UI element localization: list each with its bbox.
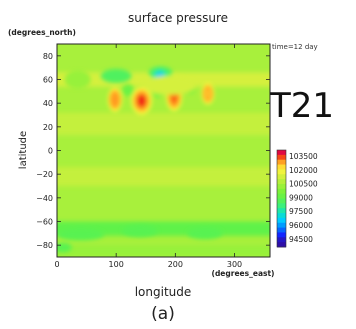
chart-title: surface pressure: [128, 11, 228, 25]
pressure-high-core: [205, 88, 211, 99]
colorbar-cell: [277, 227, 286, 233]
colorbar-cell: [277, 213, 286, 219]
y-axis-label: latitude: [18, 131, 29, 169]
pressure-band: [57, 112, 270, 136]
colorbar-cell: [277, 174, 286, 180]
pressure-feature: [64, 70, 91, 89]
pressure-band: [57, 245, 270, 257]
pressure-feature: [122, 225, 158, 237]
colorbar-cell: [277, 150, 286, 156]
y-unit-label: (degrees_north): [8, 28, 76, 37]
colorbar-cell: [277, 217, 286, 224]
pressure-feature: [142, 75, 197, 95]
pressure-feature: [100, 68, 132, 84]
colorbar-cell: [277, 242, 286, 248]
y-tick-label: −80: [36, 241, 53, 250]
colorbar-cell: [277, 183, 286, 190]
y-axis: 80 60 40 20 0 −20 −40 −60 −80: [36, 52, 270, 250]
colorbar-label: 100500: [289, 180, 318, 189]
colorbar-cell: [277, 208, 286, 214]
y-tick-label: 60: [43, 76, 53, 85]
heatmap-field: [57, 44, 270, 257]
pressure-band: [57, 167, 270, 186]
colorbar-cell: [277, 198, 286, 204]
pressure-high-core: [136, 94, 147, 108]
colorbar-label: 102000: [289, 166, 318, 175]
x-tick-label: 200: [168, 260, 183, 269]
model-label: T21: [269, 86, 334, 126]
colorbar-label: 103500: [289, 152, 318, 161]
pressure-high-core: [111, 93, 119, 106]
x-tick-label: 100: [109, 260, 124, 269]
pressure-feature: [57, 228, 105, 241]
colorbar-cell: [277, 154, 286, 161]
colorbar-cell: [277, 179, 286, 185]
colorbar-label: 94500: [289, 235, 313, 244]
colorbar-label: 97500: [289, 207, 313, 216]
colorbar-label: 99000: [289, 193, 313, 202]
y-tick-label: 80: [43, 52, 53, 61]
time-label: time=12 day: [272, 43, 318, 51]
y-tick-label: −20: [36, 170, 53, 179]
x-axis-label: longitude: [135, 285, 192, 299]
colorbar-cell: [277, 222, 286, 228]
y-tick-label: 20: [43, 123, 53, 132]
colorbar-cell: [277, 193, 286, 199]
pressure-feature: [187, 227, 223, 240]
x-unit-label: (degrees_east): [212, 269, 275, 278]
y-tick-label: −60: [36, 218, 53, 227]
y-tick-label: −40: [36, 194, 53, 203]
colorbar-cell: [277, 188, 286, 195]
panel-label: (a): [151, 304, 175, 324]
colorbar: 103500 102000 100500 99000 97500 96000 94500: [276, 149, 318, 248]
y-tick-label: 0: [48, 147, 53, 156]
x-tick-label: 300: [227, 260, 242, 269]
x-axis: 0 100 200 300: [54, 44, 242, 269]
colorbar-cell: [277, 232, 286, 238]
y-tick-label: 40: [43, 99, 53, 108]
colorbar-cell: [277, 164, 286, 170]
pressure-feature: [122, 84, 134, 97]
x-tick-label: 0: [54, 260, 59, 269]
colorbar-cell: [277, 159, 286, 165]
colorbar-frame: [276, 149, 287, 248]
colorbar-cell: [277, 169, 286, 175]
colorbar-cell: [277, 237, 286, 243]
colorbar-label: 96000: [289, 221, 313, 230]
colorbar-cell: [277, 203, 286, 209]
